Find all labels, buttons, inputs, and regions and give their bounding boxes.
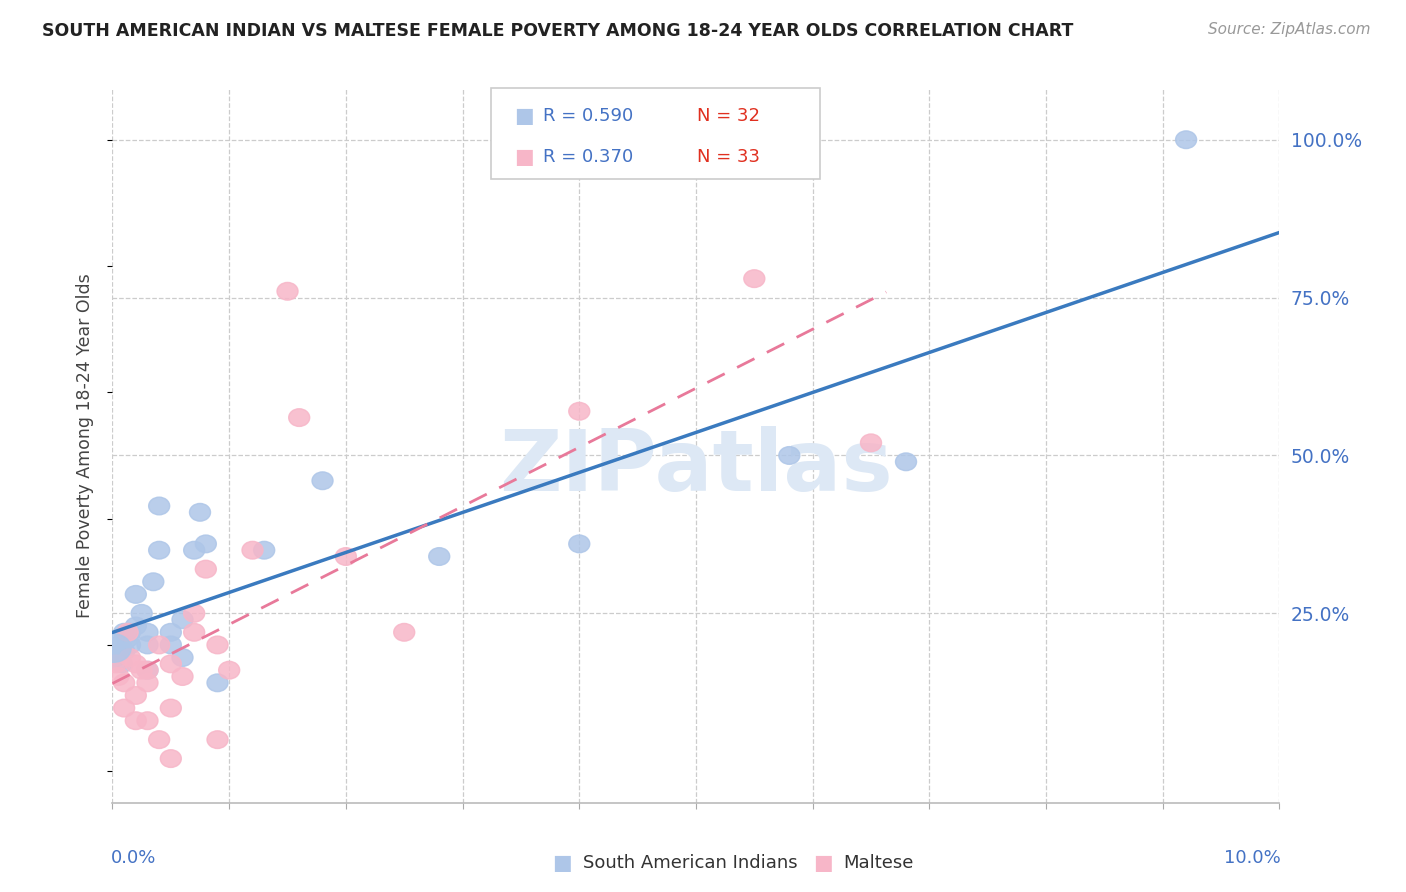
Ellipse shape bbox=[1175, 131, 1197, 149]
Ellipse shape bbox=[149, 731, 170, 748]
Ellipse shape bbox=[207, 636, 228, 654]
Ellipse shape bbox=[136, 674, 157, 691]
Text: ■: ■ bbox=[553, 853, 572, 872]
Text: N = 33: N = 33 bbox=[697, 148, 761, 166]
Ellipse shape bbox=[114, 699, 135, 717]
Text: N = 32: N = 32 bbox=[697, 107, 761, 125]
Ellipse shape bbox=[136, 661, 157, 679]
Ellipse shape bbox=[136, 661, 157, 679]
Ellipse shape bbox=[136, 624, 157, 641]
Ellipse shape bbox=[160, 699, 181, 717]
Text: Source: ZipAtlas.com: Source: ZipAtlas.com bbox=[1208, 22, 1371, 37]
Ellipse shape bbox=[111, 655, 132, 673]
Ellipse shape bbox=[195, 535, 217, 553]
Ellipse shape bbox=[160, 655, 181, 673]
Ellipse shape bbox=[896, 453, 917, 471]
Text: ■: ■ bbox=[813, 853, 832, 872]
Ellipse shape bbox=[207, 674, 228, 691]
Ellipse shape bbox=[172, 667, 193, 685]
Ellipse shape bbox=[779, 447, 800, 465]
Text: ZIPatlas: ZIPatlas bbox=[499, 425, 893, 509]
Ellipse shape bbox=[184, 605, 205, 623]
Text: R = 0.370: R = 0.370 bbox=[543, 148, 633, 166]
Text: South American Indians: South American Indians bbox=[583, 854, 799, 871]
Ellipse shape bbox=[160, 624, 181, 641]
Ellipse shape bbox=[105, 648, 127, 666]
Ellipse shape bbox=[114, 624, 135, 641]
Ellipse shape bbox=[569, 535, 589, 553]
Ellipse shape bbox=[184, 624, 205, 641]
Ellipse shape bbox=[336, 548, 356, 566]
Ellipse shape bbox=[190, 503, 211, 521]
Ellipse shape bbox=[131, 605, 152, 623]
Ellipse shape bbox=[96, 634, 131, 662]
Ellipse shape bbox=[149, 541, 170, 559]
Ellipse shape bbox=[131, 661, 152, 679]
Ellipse shape bbox=[120, 648, 141, 666]
Ellipse shape bbox=[569, 402, 589, 420]
Ellipse shape bbox=[860, 434, 882, 451]
Ellipse shape bbox=[429, 548, 450, 566]
Ellipse shape bbox=[172, 648, 193, 666]
Ellipse shape bbox=[160, 636, 181, 654]
Ellipse shape bbox=[125, 712, 146, 730]
Ellipse shape bbox=[312, 472, 333, 490]
Ellipse shape bbox=[172, 611, 193, 629]
Ellipse shape bbox=[184, 541, 205, 559]
Ellipse shape bbox=[143, 573, 165, 591]
Ellipse shape bbox=[125, 655, 146, 673]
Ellipse shape bbox=[744, 269, 765, 287]
Ellipse shape bbox=[125, 687, 146, 705]
Ellipse shape bbox=[136, 712, 157, 730]
Ellipse shape bbox=[114, 674, 135, 691]
Y-axis label: Female Poverty Among 18-24 Year Olds: Female Poverty Among 18-24 Year Olds bbox=[76, 274, 94, 618]
Ellipse shape bbox=[219, 661, 239, 679]
Text: 0.0%: 0.0% bbox=[111, 849, 156, 867]
Ellipse shape bbox=[242, 541, 263, 559]
Text: ■: ■ bbox=[515, 106, 534, 126]
Ellipse shape bbox=[394, 624, 415, 641]
Ellipse shape bbox=[149, 636, 170, 654]
Ellipse shape bbox=[136, 636, 157, 654]
Ellipse shape bbox=[195, 560, 217, 578]
Ellipse shape bbox=[117, 630, 138, 648]
Ellipse shape bbox=[207, 731, 228, 748]
Text: ■: ■ bbox=[515, 147, 534, 167]
Ellipse shape bbox=[277, 283, 298, 300]
Text: SOUTH AMERICAN INDIAN VS MALTESE FEMALE POVERTY AMONG 18-24 YEAR OLDS CORRELATIO: SOUTH AMERICAN INDIAN VS MALTESE FEMALE … bbox=[42, 22, 1074, 40]
Ellipse shape bbox=[105, 655, 127, 673]
Ellipse shape bbox=[114, 642, 135, 660]
Text: R = 0.590: R = 0.590 bbox=[543, 107, 633, 125]
Ellipse shape bbox=[288, 409, 309, 426]
Ellipse shape bbox=[253, 541, 274, 559]
Ellipse shape bbox=[108, 636, 129, 654]
Ellipse shape bbox=[117, 624, 138, 641]
Ellipse shape bbox=[108, 667, 129, 685]
Ellipse shape bbox=[125, 585, 146, 603]
Text: Maltese: Maltese bbox=[844, 854, 914, 871]
Ellipse shape bbox=[160, 750, 181, 767]
Ellipse shape bbox=[149, 497, 170, 515]
Ellipse shape bbox=[120, 636, 141, 654]
Ellipse shape bbox=[125, 617, 146, 635]
Text: 10.0%: 10.0% bbox=[1223, 849, 1281, 867]
Ellipse shape bbox=[120, 624, 141, 641]
